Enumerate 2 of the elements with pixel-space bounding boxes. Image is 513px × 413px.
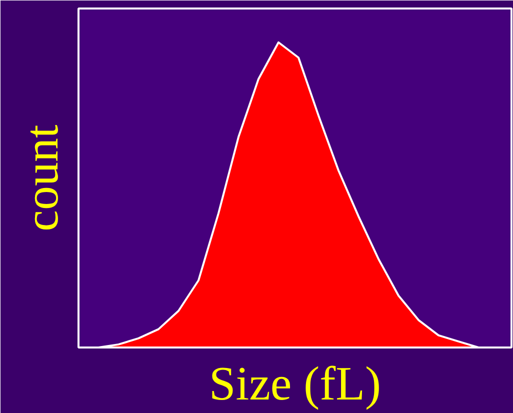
y-axis-title: count	[16, 124, 68, 232]
x-axis-title: Size (fL)	[209, 358, 381, 410]
